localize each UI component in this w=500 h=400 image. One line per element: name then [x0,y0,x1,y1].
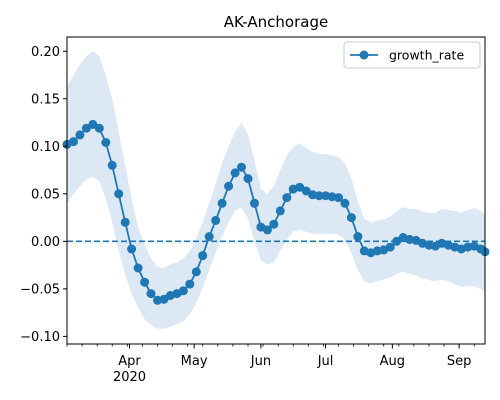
data-point [295,182,305,192]
data-point [127,244,137,254]
data-point [204,232,214,242]
x-tick-label: Jun [250,354,271,369]
y-tick-label: 0.00 [31,235,60,250]
data-point [178,286,188,296]
data-point [269,219,279,229]
data-point [237,162,246,172]
data-point [217,198,227,208]
x-tick-label: Apr [118,354,141,369]
data-point [81,123,91,133]
data-point [334,193,343,203]
data-point [250,198,259,208]
data-point [224,181,234,191]
y-tick-label: 0.05 [31,187,60,202]
data-point [230,168,240,178]
data-point [185,279,195,289]
chart-title: AK-Anchorage [224,13,328,31]
y-tick-label: 0.20 [31,45,60,60]
data-point [75,130,85,140]
data-point [69,137,78,147]
x-tick-label: 2020 [113,370,146,385]
data-point [101,138,111,147]
data-point [262,225,272,235]
data-point [346,213,356,223]
data-point [314,191,324,201]
data-point [191,267,201,277]
legend-label: growth_rate [389,48,464,63]
data-point [340,198,350,208]
y-tick-label: −0.10 [20,330,60,345]
data-point [198,251,208,261]
plot-area [62,51,490,329]
y-tick-label: −0.05 [20,282,60,297]
data-point [94,123,104,133]
data-point [146,289,156,299]
data-point [282,193,292,203]
data-point [353,232,363,242]
x-tick-label: May [181,354,208,369]
y-axis: −0.10 −0.05 0.00 0.05 0.10 0.15 0.20 [20,45,67,345]
legend-swatch-marker [359,50,369,60]
x-tick-label: Sep [447,354,472,369]
data-point [211,215,221,225]
confidence-band [67,51,485,329]
plot-frame [66,36,486,345]
data-point [107,160,117,170]
data-point [114,189,124,199]
data-point [140,277,150,287]
data-point [133,263,143,273]
data-point [120,217,130,227]
y-tick-label: 0.15 [31,92,60,107]
data-point [243,174,253,184]
legend-box [343,41,481,69]
data-point [275,206,285,216]
legend: growth_rate [343,41,481,69]
data-point [385,242,395,252]
y-tick-label: 0.10 [31,140,60,155]
x-tick-label: Aug [380,354,405,369]
x-tick-label: Jul [317,354,334,369]
